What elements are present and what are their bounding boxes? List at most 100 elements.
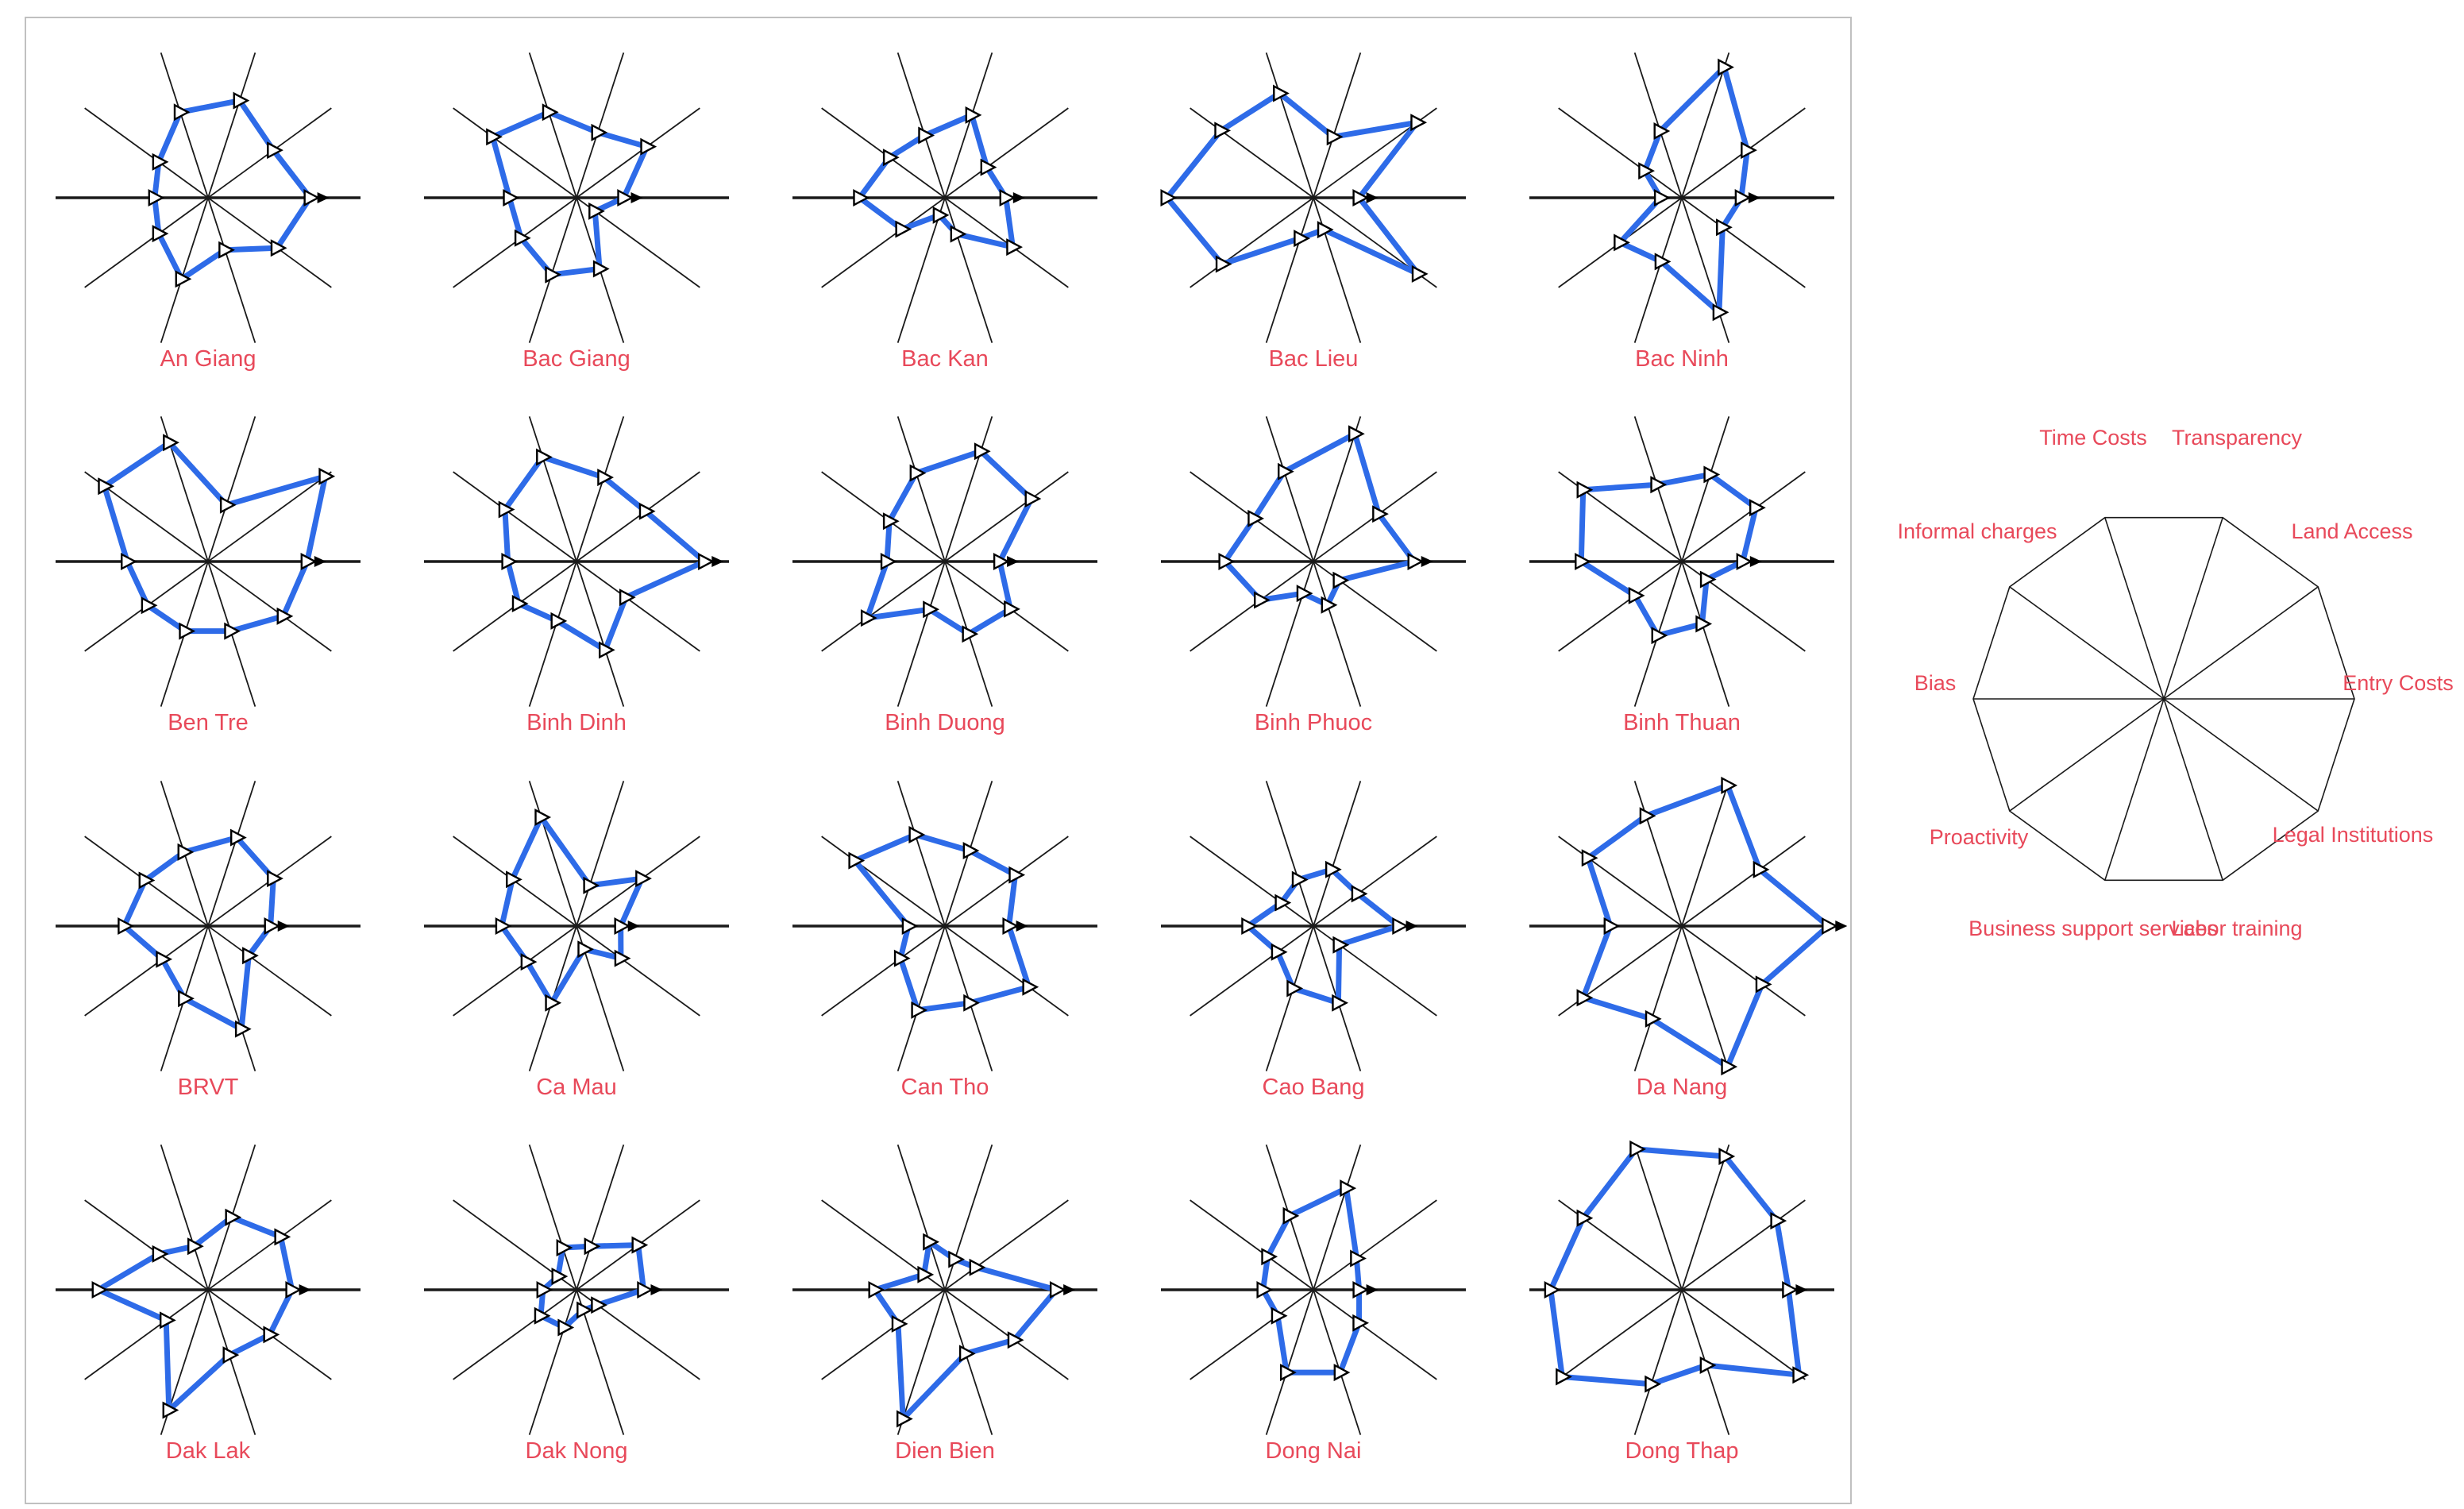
legend-label-business-support-services: Business support services bbox=[1969, 917, 2218, 940]
data-point-marker-labor-training bbox=[1699, 1356, 1717, 1374]
data-point-marker-proactivity bbox=[156, 950, 173, 968]
axis-line-diagonal bbox=[453, 836, 700, 1017]
axis-line-diagonal bbox=[453, 1199, 700, 1380]
data-point-marker-transparency bbox=[233, 91, 250, 110]
data-point-marker-transparency bbox=[1718, 58, 1734, 76]
data-point-marker-legal-institutions bbox=[1022, 978, 1039, 996]
data-point-marker-transparency bbox=[597, 469, 614, 487]
data-point-marker-land-access bbox=[1741, 141, 1757, 160]
data-point-marker-informal-charges bbox=[1247, 509, 1265, 527]
data-point-marker-business-support-services bbox=[1286, 979, 1304, 998]
legend-label-informal-charges: Informal charges bbox=[1897, 519, 2057, 543]
radar-chart-bac-kan: Bac Kan bbox=[792, 52, 1097, 372]
data-point-marker-proactivity bbox=[891, 1314, 908, 1333]
data-point-marker-entry-costs bbox=[999, 189, 1016, 206]
axis-line-diagonal bbox=[1558, 1199, 1806, 1380]
data-point-marker-business-support-services bbox=[911, 1001, 928, 1019]
data-point-marker-transparency bbox=[584, 1237, 601, 1256]
entry-costs-arrow-icon bbox=[627, 920, 640, 932]
data-point-marker-entry-costs bbox=[637, 1281, 654, 1299]
axis-line-diagonal bbox=[1190, 471, 1437, 652]
data-point-marker-business-support-services bbox=[1651, 627, 1668, 645]
data-point-marker-entry-costs bbox=[1736, 553, 1753, 570]
axis-line-diagonal bbox=[1190, 107, 1437, 288]
data-point-marker-proactivity bbox=[1215, 255, 1232, 273]
data-point-marker-transparency bbox=[974, 442, 991, 461]
axis-line-diagonal bbox=[84, 107, 332, 288]
province-label: Bac Kan bbox=[901, 346, 989, 372]
entry-costs-arrow-icon bbox=[277, 920, 290, 932]
axis-line-diagonal bbox=[1558, 107, 1806, 288]
data-point-marker-bias bbox=[1256, 1281, 1274, 1299]
data-point-marker-time-costs bbox=[173, 103, 191, 122]
data-point-marker-labor-training bbox=[962, 625, 979, 643]
entry-costs-arrow-icon bbox=[1421, 556, 1433, 567]
entry-costs-arrow-icon bbox=[1012, 192, 1025, 203]
data-point-marker-legal-institutions bbox=[1004, 600, 1020, 618]
axis-line-diagonal bbox=[1558, 471, 1806, 652]
data-point-marker-informal-charges bbox=[551, 1268, 569, 1286]
axis-line-diagonal bbox=[84, 471, 332, 652]
data-point-marker-legal-institutions bbox=[276, 607, 294, 625]
data-point-marker-time-costs bbox=[542, 103, 559, 122]
data-point-marker-business-support-services bbox=[179, 622, 196, 640]
data-point-marker-informal-charges bbox=[882, 512, 900, 531]
entry-costs-arrow-icon bbox=[1835, 920, 1848, 932]
data-point-marker-labor-training bbox=[234, 1020, 252, 1038]
data-point-marker-labor-training bbox=[950, 225, 967, 243]
data-point-marker-time-costs bbox=[1650, 476, 1668, 494]
data-point-marker-land-access bbox=[267, 870, 283, 888]
data-point-marker-legal-institutions bbox=[263, 1326, 280, 1344]
province-label: Dak Lak bbox=[166, 1438, 251, 1464]
province-label: Dong Thap bbox=[1625, 1438, 1739, 1464]
data-point-marker-business-support-services bbox=[1294, 230, 1310, 248]
province-label: Ca Mau bbox=[536, 1075, 617, 1100]
data-point-marker-proactivity bbox=[1271, 1306, 1288, 1325]
data-point-marker-transparency bbox=[1340, 1179, 1357, 1198]
radar-chart-bac-lieu: Bac Lieu bbox=[1160, 52, 1466, 372]
data-point-marker-legal-institutions bbox=[270, 239, 287, 257]
data-point-marker-land-access bbox=[631, 1236, 649, 1254]
province-label: Binh Dinh bbox=[526, 710, 627, 735]
data-point-marker-land-access bbox=[318, 467, 336, 485]
data-point-marker-bias bbox=[1160, 189, 1178, 206]
data-point-marker-transparency bbox=[591, 123, 608, 141]
data-point-marker-land-access bbox=[969, 1258, 986, 1276]
data-point-marker-informal-charges bbox=[917, 1265, 935, 1283]
data-point-marker-informal-charges bbox=[498, 500, 515, 519]
data-point-marker-informal-charges bbox=[152, 1245, 169, 1263]
data-point-marker-transparency bbox=[1326, 128, 1344, 146]
data-point-marker-legal-institutions bbox=[614, 949, 631, 967]
data-point-marker-entry-costs bbox=[285, 1281, 303, 1299]
data-point-marker-business-support-services bbox=[162, 1401, 179, 1419]
entry-costs-arrow-icon bbox=[650, 1284, 663, 1295]
data-point-marker-labor-training bbox=[576, 1301, 593, 1319]
data-point-marker-business-support-services bbox=[557, 1318, 575, 1337]
axis-line-diagonal bbox=[453, 471, 700, 652]
data-point-marker-entry-costs bbox=[1407, 553, 1425, 570]
data-point-marker-time-costs bbox=[1282, 1206, 1300, 1225]
data-point-marker-proactivity bbox=[141, 596, 158, 615]
data-point-marker-time-costs bbox=[1653, 122, 1671, 140]
data-point-marker-bias bbox=[901, 917, 919, 935]
data-point-marker-time-costs bbox=[1273, 84, 1290, 102]
entry-costs-arrow-icon bbox=[299, 1284, 311, 1295]
data-point-marker-business-support-services bbox=[1279, 1364, 1297, 1382]
data-point-marker-land-access bbox=[635, 870, 652, 888]
data-point-marker-legal-institutions bbox=[1716, 218, 1733, 237]
data-point-marker-land-access bbox=[274, 1228, 291, 1246]
data-point-marker-bias bbox=[1603, 917, 1621, 935]
axis-line-diagonal bbox=[84, 836, 332, 1017]
data-point-marker-entry-costs bbox=[1392, 917, 1409, 935]
data-point-marker-land-access bbox=[638, 502, 656, 520]
data-point-marker-entry-costs bbox=[1734, 189, 1752, 206]
radar-chart-ben-tre: Ben Tre bbox=[56, 416, 361, 735]
data-point-marker-time-costs bbox=[1629, 1140, 1647, 1158]
data-point-marker-land-access bbox=[980, 158, 997, 176]
data-point-marker-time-costs bbox=[1639, 807, 1656, 825]
data-point-marker-labor-training bbox=[1332, 994, 1349, 1012]
data-point-marker-business-support-services bbox=[897, 1410, 913, 1428]
province-label: Bac Ninh bbox=[1635, 346, 1729, 372]
data-point-marker-proactivity bbox=[520, 953, 538, 971]
data-point-marker-labor-training bbox=[218, 241, 235, 259]
